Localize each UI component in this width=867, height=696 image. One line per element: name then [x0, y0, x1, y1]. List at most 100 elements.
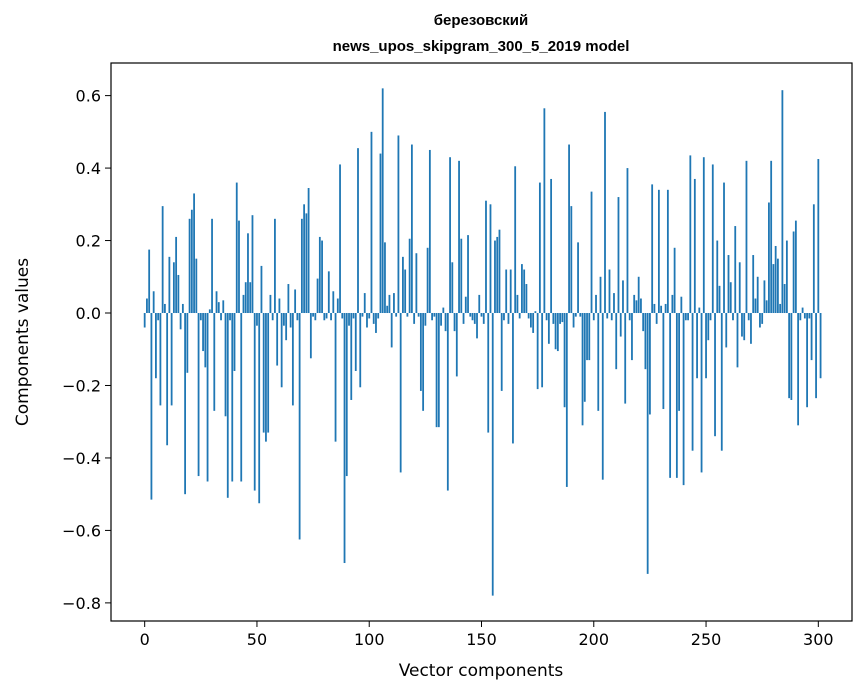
bar-61 — [280, 313, 283, 388]
bar-252 — [709, 313, 712, 321]
bar-226 — [651, 184, 654, 314]
bar-179 — [545, 313, 548, 321]
bar-89 — [343, 313, 346, 564]
bar-167 — [518, 313, 521, 319]
bar-18 — [184, 313, 186, 495]
bar-295 — [806, 313, 808, 408]
bar-253 — [711, 164, 714, 314]
bar-9 — [163, 303, 166, 314]
bar-101 — [370, 131, 373, 314]
bar-208 — [610, 313, 613, 321]
bar-32 — [215, 291, 218, 314]
bar-137 — [451, 262, 454, 314]
bar-33 — [217, 302, 220, 314]
bar-68 — [296, 313, 299, 321]
bar-285 — [783, 284, 786, 314]
bar-63 — [285, 313, 288, 341]
bar-184 — [556, 313, 559, 352]
bar-292 — [799, 313, 802, 321]
bar-1 — [146, 298, 148, 314]
bar-62 — [283, 313, 285, 326]
bar-161 — [505, 269, 508, 314]
bar-217 — [631, 313, 633, 361]
bar-230 — [660, 305, 663, 314]
bar-26 — [202, 313, 204, 352]
bar-139 — [455, 313, 458, 377]
bar-134 — [444, 313, 447, 332]
bar-109 — [388, 294, 391, 314]
bar-178 — [543, 108, 546, 314]
x-tick-label: 200 — [578, 630, 609, 649]
bar-70 — [300, 218, 303, 314]
bar-42 — [238, 220, 240, 314]
bar-86 — [336, 298, 339, 314]
bar-34 — [220, 313, 222, 321]
bar-293 — [801, 307, 804, 314]
bar-12 — [170, 313, 173, 406]
bar-151 — [482, 313, 485, 324]
bar-156 — [494, 240, 496, 314]
bar-45 — [244, 282, 247, 314]
bar-54 — [265, 313, 267, 442]
bar-300 — [817, 159, 820, 314]
bar-104 — [377, 313, 380, 319]
bar-185 — [559, 313, 561, 324]
bar-195 — [581, 313, 584, 426]
bar-280 — [772, 264, 775, 314]
bar-149 — [478, 294, 481, 314]
bar-65 — [289, 313, 292, 328]
bar-66 — [291, 313, 294, 406]
bar-160 — [503, 313, 505, 321]
bar-241 — [684, 313, 687, 321]
bar-99 — [366, 313, 368, 328]
bars-group — [143, 88, 822, 596]
y-tick-label: −0.8 — [62, 594, 101, 613]
bar-40 — [233, 313, 236, 371]
bar-136 — [449, 157, 451, 314]
bar-51 — [258, 313, 261, 504]
bar-154 — [489, 204, 492, 314]
bar-274 — [759, 313, 761, 328]
bar-202 — [597, 313, 600, 411]
bar-132 — [440, 313, 442, 326]
bar-10 — [166, 313, 169, 446]
bar-256 — [718, 285, 721, 314]
bar-191 — [572, 313, 575, 328]
bar-223 — [644, 313, 647, 370]
bar-248 — [700, 313, 703, 473]
bar-31 — [213, 313, 216, 411]
bar-229 — [657, 189, 660, 314]
bar-291 — [797, 313, 800, 426]
bar-125 — [424, 313, 427, 326]
bar-204 — [601, 313, 604, 480]
bar-203 — [599, 276, 602, 314]
bar-236 — [673, 247, 676, 314]
x-axis-ticks: 0 50 100 150 200 250 300 — [140, 621, 834, 649]
bar-43 — [240, 313, 243, 482]
bar-267 — [743, 313, 746, 341]
bar-192 — [574, 313, 577, 317]
bar-5 — [155, 313, 157, 379]
bar-231 — [662, 313, 665, 410]
bar-254 — [714, 313, 716, 437]
bar-22 — [193, 193, 195, 314]
bar-225 — [649, 313, 651, 415]
bar-13 — [172, 262, 175, 314]
bar-124 — [422, 313, 425, 411]
bar-201 — [595, 294, 597, 314]
bar-286 — [785, 240, 788, 314]
bar-120 — [413, 313, 416, 324]
bar-23 — [195, 258, 198, 314]
bar-77 — [316, 278, 319, 314]
bar-211 — [617, 197, 620, 314]
bar-233 — [666, 189, 669, 314]
bar-200 — [592, 313, 595, 321]
bar-189 — [568, 144, 570, 314]
bar-135 — [446, 313, 449, 491]
bar-103 — [375, 313, 377, 333]
bar-272 — [754, 298, 757, 314]
bar-123 — [419, 313, 422, 391]
bar-199 — [590, 191, 593, 314]
bar-187 — [563, 313, 566, 408]
